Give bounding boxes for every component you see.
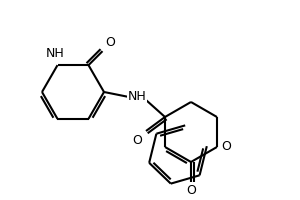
Text: O: O bbox=[186, 184, 196, 196]
Text: O: O bbox=[132, 134, 142, 146]
Text: O: O bbox=[221, 141, 231, 154]
Text: NH: NH bbox=[46, 47, 65, 60]
Text: O: O bbox=[106, 36, 116, 49]
Text: NH: NH bbox=[128, 90, 146, 104]
